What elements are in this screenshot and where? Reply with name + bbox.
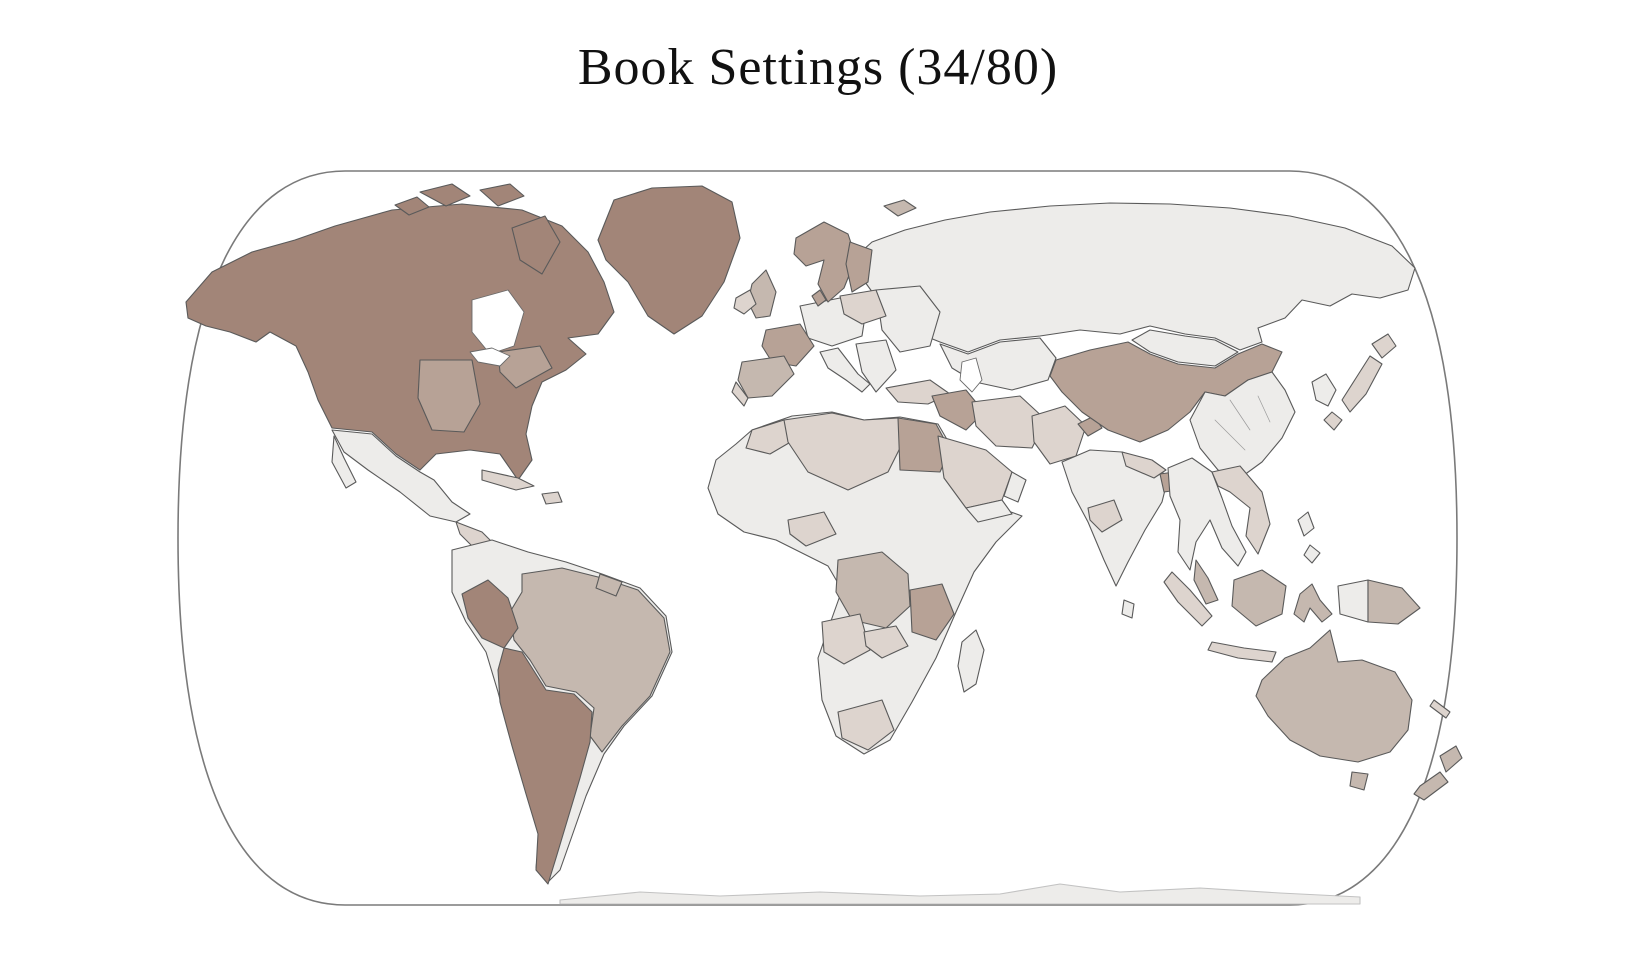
region-mongolia <box>1131 329 1239 367</box>
region-new-zealand-north <box>1439 745 1463 773</box>
region-france <box>761 323 815 367</box>
region-spain <box>737 355 795 399</box>
region-papua-new-guinea <box>1367 579 1421 625</box>
region-iran <box>971 395 1047 449</box>
region-madagascar <box>957 629 985 693</box>
region-japan-hokkaido <box>1371 333 1397 359</box>
region-arctic-island-3 <box>394 196 430 216</box>
region-baja-california <box>331 435 357 489</box>
china-province-borders <box>1214 395 1271 451</box>
region-denmark <box>811 289 827 307</box>
region-portugal <box>731 381 749 407</box>
region-hispaniola <box>541 491 563 505</box>
region-japan-kyushu <box>1323 411 1343 431</box>
region-usa-central-plains <box>417 359 481 433</box>
region-morocco <box>745 419 795 455</box>
region-sri-lanka <box>1121 599 1135 619</box>
region-arctic-island-1 <box>419 183 471 207</box>
region-greenland <box>597 185 741 335</box>
region-svalbard <box>883 199 917 217</box>
region-mexico <box>331 429 471 523</box>
region-maharashtra <box>1087 499 1123 533</box>
region-new-caledonia <box>1429 699 1451 719</box>
region-sumatra <box>1163 571 1213 627</box>
region-norway-sweden <box>793 221 857 303</box>
region-chile-argentina <box>497 647 593 885</box>
region-tasmania <box>1349 771 1369 791</box>
region-yemen <box>965 499 1013 523</box>
region-tanzania <box>909 583 955 641</box>
region-ireland <box>733 289 757 315</box>
region-poland-baltics <box>839 289 887 325</box>
region-philippines-mindanao <box>1303 544 1321 564</box>
region-baffin-island <box>511 215 561 275</box>
region-china-east <box>1189 371 1296 479</box>
caspian-sea <box>959 357 983 393</box>
region-cuba <box>481 469 535 491</box>
region-sulawesi <box>1293 583 1333 623</box>
region-oman <box>1003 471 1027 503</box>
region-angola <box>821 613 871 665</box>
region-australia <box>1255 629 1413 763</box>
hudson-bay <box>471 289 525 355</box>
region-finland <box>845 241 873 293</box>
region-balkans-greece <box>855 339 897 393</box>
region-algeria-libya <box>783 412 903 491</box>
region-south-africa <box>837 699 895 751</box>
region-arctic-island-2 <box>479 183 525 207</box>
region-korea <box>1311 373 1337 407</box>
region-japan-honshu <box>1341 355 1383 413</box>
region-peru <box>461 579 519 649</box>
region-canada-usa <box>185 203 615 481</box>
great-lakes <box>469 347 511 367</box>
region-zambia <box>863 625 909 659</box>
region-java <box>1207 641 1277 663</box>
region-philippines-luzon <box>1297 511 1315 537</box>
region-italy <box>819 347 871 393</box>
region-russia <box>851 202 1416 353</box>
region-vietnam-laos <box>1211 465 1271 555</box>
region-drc <box>835 551 911 629</box>
region-new-zealand-south <box>1413 771 1449 801</box>
region-borneo <box>1231 569 1287 627</box>
region-guyana <box>595 573 623 597</box>
page-title: Book Settings (34/80) <box>577 39 1059 96</box>
region-antarctica <box>559 883 1361 905</box>
region-usa-northeast <box>497 345 553 389</box>
region-nigeria <box>787 511 837 547</box>
region-malaysia <box>1193 559 1219 605</box>
region-east-europe <box>875 285 941 353</box>
